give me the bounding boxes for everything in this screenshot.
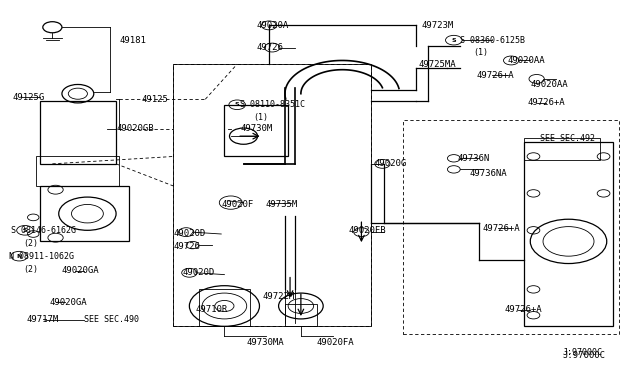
Text: 49725MA: 49725MA bbox=[419, 60, 456, 69]
Bar bbox=[36, 157, 119, 186]
Text: 49020D: 49020D bbox=[183, 268, 215, 277]
Text: N: N bbox=[17, 254, 22, 259]
Text: 49723M: 49723M bbox=[422, 21, 454, 30]
Text: 49736NA: 49736NA bbox=[470, 169, 508, 177]
Text: 49181: 49181 bbox=[119, 36, 146, 45]
Text: 49730MA: 49730MA bbox=[246, 339, 284, 347]
Text: (1): (1) bbox=[253, 113, 268, 122]
Text: (2): (2) bbox=[24, 264, 38, 273]
Text: 49020GA: 49020GA bbox=[62, 266, 100, 275]
Bar bbox=[524, 142, 613, 326]
Text: 49717M: 49717M bbox=[27, 315, 59, 324]
Text: 49735M: 49735M bbox=[266, 200, 298, 209]
Bar bbox=[40, 186, 129, 241]
Text: 49020F: 49020F bbox=[221, 200, 253, 209]
Text: (1): (1) bbox=[473, 48, 488, 57]
Text: 49710R: 49710R bbox=[196, 305, 228, 314]
Text: 49020AA: 49020AA bbox=[531, 80, 568, 89]
Text: 49125G: 49125G bbox=[13, 93, 45, 102]
Text: N 08911-1062G: N 08911-1062G bbox=[9, 251, 74, 261]
Text: S 08110-8351C: S 08110-8351C bbox=[241, 100, 305, 109]
Text: 49020GB: 49020GB bbox=[116, 124, 154, 133]
Text: S 08360-6125B: S 08360-6125B bbox=[460, 36, 525, 45]
Text: SEE SEC.490: SEE SEC.490 bbox=[84, 315, 140, 324]
Text: 49730M: 49730M bbox=[241, 124, 273, 133]
Text: 49736N: 49736N bbox=[457, 154, 489, 163]
Text: 49020G: 49020G bbox=[374, 159, 406, 169]
Bar bbox=[173, 64, 371, 326]
Text: 49020FB: 49020FB bbox=[349, 226, 387, 235]
Text: 49125: 49125 bbox=[141, 95, 168, 104]
Bar bbox=[40, 101, 116, 164]
Text: S: S bbox=[451, 38, 456, 43]
Text: 49726: 49726 bbox=[256, 43, 283, 52]
Text: 49726: 49726 bbox=[173, 243, 200, 251]
Bar bbox=[199, 289, 250, 326]
Text: J:97000C: J:97000C bbox=[562, 347, 602, 357]
Text: SEE SEC.492: SEE SEC.492 bbox=[540, 134, 595, 142]
Text: 49020GA: 49020GA bbox=[49, 298, 87, 307]
Text: J:97000C: J:97000C bbox=[562, 351, 605, 360]
Text: 49020FA: 49020FA bbox=[317, 339, 355, 347]
Text: 49726+A: 49726+A bbox=[483, 224, 520, 233]
Text: (2): (2) bbox=[24, 239, 38, 248]
Text: S 08146-6162G: S 08146-6162G bbox=[11, 226, 76, 235]
Text: S: S bbox=[235, 102, 239, 107]
Text: 49726+A: 49726+A bbox=[527, 99, 564, 108]
Text: 49722M: 49722M bbox=[262, 292, 295, 301]
Text: 49726+A: 49726+A bbox=[505, 305, 543, 314]
Text: 49020A: 49020A bbox=[256, 21, 289, 30]
Text: 49020D: 49020D bbox=[173, 230, 205, 238]
Text: S: S bbox=[22, 228, 28, 233]
Bar bbox=[225, 105, 288, 157]
Bar bbox=[285, 304, 317, 326]
Text: 49020AA: 49020AA bbox=[508, 56, 546, 65]
Text: 49726+A: 49726+A bbox=[476, 71, 514, 80]
Bar bbox=[524, 138, 600, 160]
